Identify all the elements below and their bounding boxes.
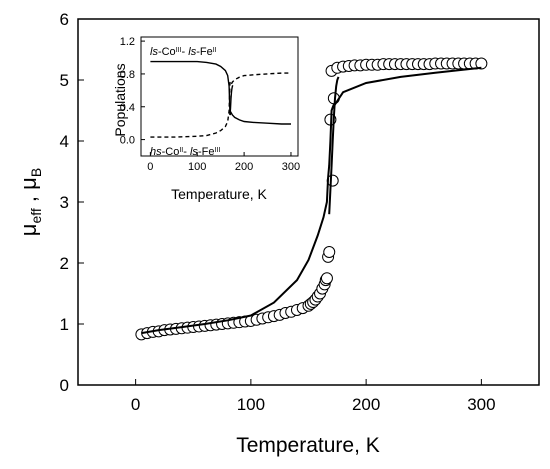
inset-x-axis-label: Temperature, K [171, 186, 267, 202]
main-data-point [323, 246, 336, 259]
inset-background [141, 37, 298, 156]
inset-x-tick-label: 200 [235, 161, 253, 173]
inset-x-tick-label: 0 [147, 161, 153, 173]
annotation-fragment: hs [150, 146, 162, 158]
inset-y-tick-label: 0.4 [120, 102, 135, 114]
y-axis-label: μeff , μB [16, 168, 44, 236]
inset-annotation-bottom: hs-CoII- ls-FeIII [150, 146, 220, 158]
main-y-tick-label: 1 [60, 315, 69, 334]
main-y-tick-label: 4 [60, 132, 69, 151]
annotation-fragment: - [182, 46, 189, 58]
main-x-tick-label: 200 [352, 395, 380, 414]
inset-y-tick-label: 0.0 [120, 135, 135, 147]
inset-annotation-top: ls-CoIII- ls-FeII [150, 46, 217, 58]
inset-series-layer [150, 60, 291, 138]
y-axis-label-main2: μ [16, 177, 41, 190]
y-axis-label-sub1: eff [28, 208, 44, 223]
main-solid-series-line [328, 76, 340, 215]
main-y-tick-label: 2 [60, 254, 69, 273]
y-axis-label-sep: , [16, 190, 41, 208]
main-data-point [475, 57, 488, 70]
main-plot: 0 100 200 300 0 1 2 3 4 5 6 Temperature, K μeff , … [16, 10, 540, 457]
inset-frame [140, 36, 299, 157]
annotation-fragment: II [179, 147, 183, 154]
main-solid-series-line [141, 66, 482, 335]
annotation-fragment: ls [150, 46, 158, 58]
annotation-fragment: - [183, 146, 190, 158]
inset-y-tick-label: 1.2 [120, 36, 135, 48]
main-x-tick-label: 0 [131, 395, 140, 414]
main-x-tick-label: 300 [467, 395, 495, 414]
inset-solid-series-line [229, 85, 234, 116]
main-y-tick-label: 5 [60, 71, 69, 90]
annotation-fragment: -Fe [198, 146, 215, 158]
inset-x-tick-label: 100 [188, 161, 206, 173]
main-data-point [320, 272, 333, 285]
main-x-tick-label: 100 [237, 395, 265, 414]
inset-x-tick-label: 300 [282, 161, 300, 173]
inset-y-axis-label: Populations [112, 63, 128, 136]
main-y-tick-label: 0 [60, 376, 69, 395]
main-series-layer [135, 57, 488, 341]
annotation-fragment: III [214, 147, 220, 154]
annotation-fragment: ls [190, 146, 198, 158]
inset-dashed-series-line [150, 72, 291, 138]
annotation-fragment: ls [188, 46, 196, 58]
annotation-fragment: III [176, 47, 182, 54]
x-axis-label: Temperature, K [236, 434, 380, 457]
main-axes-layer: 0 100 200 300 0 1 2 3 4 5 6 [60, 10, 496, 414]
annotation-fragment: -Co [162, 146, 180, 158]
annotation-fragment: -Fe [196, 46, 213, 58]
inset-y-tick-label: 0.8 [120, 69, 135, 81]
annotation-fragment: -Co [158, 46, 176, 58]
annotation-fragment: II [213, 47, 217, 54]
inset-axes-layer: 0 100 200 300 0.0 0.4 0.8 1.2 [120, 36, 300, 173]
main-y-tick-label: 3 [60, 193, 69, 212]
main-y-tick-label: 6 [60, 10, 69, 29]
y-axis-label-main: μ [16, 224, 41, 237]
y-axis-label-sub2: B [28, 168, 44, 177]
